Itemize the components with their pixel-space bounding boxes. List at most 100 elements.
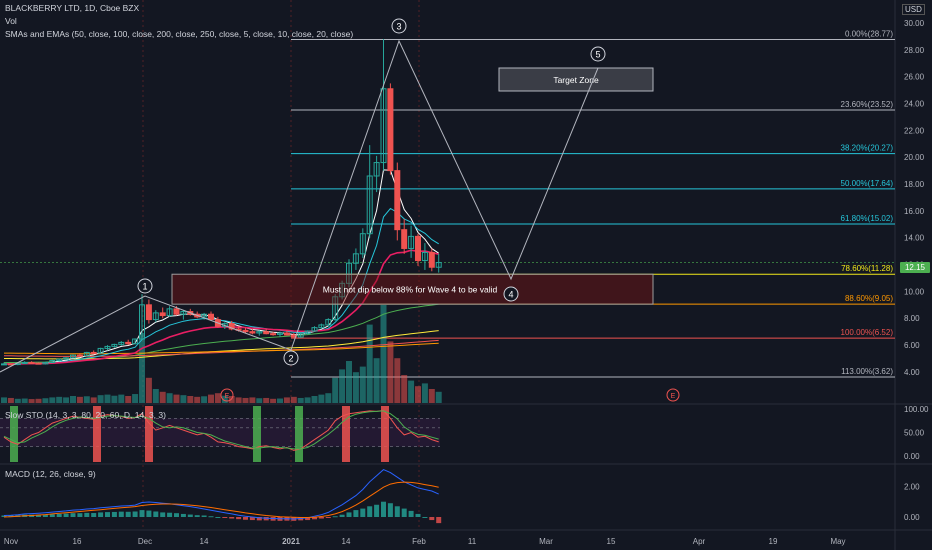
macd-histogram-bar [339,514,345,517]
macd-histogram-bar [118,511,124,517]
x-tick-label: Dec [138,537,152,546]
price-tick-label: 4.00 [904,368,920,377]
macd-histogram-bar [180,513,186,517]
fib-level-label: 50.00%(17.64) [841,179,894,188]
macd-histogram-bar [387,503,393,517]
candle-body [401,229,408,249]
wave-label-5: 5 [595,50,600,60]
fib-level-label: 61.80%(15.02) [841,214,894,223]
candle-body [139,304,145,340]
macd-histogram-bar [229,517,235,519]
candle-body [83,351,90,357]
stoch-signal-column [93,406,101,462]
volume-bar [373,358,380,403]
stoch-tick-label: 0.00 [904,452,920,461]
volume-bar [415,386,421,403]
candle-body [145,304,152,321]
macd-line-signal [3,481,439,518]
candle-body [394,170,401,231]
stoch-signal-column [295,406,303,462]
macd-histogram-bar [63,513,69,517]
volume-bar [97,395,104,403]
volume-bar [359,366,366,403]
wave-label-2: 2 [288,354,293,364]
volume-bar [187,396,194,403]
candle-body [304,330,311,335]
x-tick-label: 11 [468,537,477,546]
candle-body [263,331,270,335]
volume-bar [339,369,346,403]
candle-body [373,162,380,177]
volume-bar [297,397,304,403]
volume-bar [201,396,208,403]
candle-body [42,362,49,365]
volume-bar [49,397,56,403]
stoch-signal-column [253,406,261,462]
macd-histogram-bar [429,517,435,521]
macd-histogram-bar [77,513,83,517]
candle-body [76,354,83,357]
macd-histogram-bar [318,517,324,519]
volume-bar [180,395,187,403]
macd-histogram-bar [132,511,138,517]
earnings-marker-label: E [225,393,230,400]
x-tick-label: Nov [4,537,18,546]
wave4-note: Must not dip below 88% for Wave 4 to be … [323,284,498,294]
stoch-line-k [3,409,439,451]
elliott-wave-drawing: Must not dip below 88% for Wave 4 to be … [0,18,680,402]
candle-body [104,345,111,349]
macd-histogram-bar [42,514,48,517]
volume-bar [125,396,132,403]
macd-histogram-bar [146,510,152,517]
volume-bar [408,380,415,403]
candle-body [21,362,28,365]
price-tick-label: 14.00 [904,234,925,243]
macd-histogram-bar [201,515,207,517]
volume-bar [214,393,221,403]
stoch-legend: Slow STO (14, 3, 3, 80, 20, 60, D, 14, 3… [5,410,166,420]
macd-pane [1,469,442,524]
candle-body [132,338,139,345]
volume-bar [421,383,428,403]
macd-histogram-bar [36,514,41,517]
candle-body [387,88,394,172]
volume-bar [56,396,63,403]
volume-bar [435,391,442,403]
candle-body [283,332,290,336]
macd-histogram-bar [160,512,166,517]
wave4-zone [171,273,654,305]
stoch-signal-column [145,406,153,462]
stoch-signal-column [342,406,350,462]
currency-badge[interactable]: USD [902,4,925,15]
candle-body [359,233,366,255]
x-tick-label: 15 [607,537,616,546]
macd-histogram-bar [381,501,386,517]
candle-body [256,331,263,334]
macd-histogram-bar [98,512,104,517]
volume-bar [428,389,435,403]
volume-bar [401,375,408,403]
candle-body [270,333,277,336]
volume-bar [325,393,332,403]
x-tick-label: May [830,537,845,546]
moving-averages [3,169,439,365]
price-tick-label: 20.00 [904,153,925,162]
stoch-signal-column [381,406,389,462]
ma-legend: SMAs and EMAs (50, close, 100, close, 20… [5,29,354,39]
wave-label-3: 3 [396,22,401,32]
macd-histogram-bar [49,514,55,517]
candle-body [208,313,214,321]
volume-bar [221,395,228,403]
candle-body [352,253,359,264]
wave-path [0,39,599,373]
macd-histogram-bar [325,517,331,518]
ma-line-sma200 [4,339,439,357]
volume-bar [208,394,214,403]
volume-bar [159,391,166,403]
fib-level-label: 0.00%(28.77) [845,30,893,39]
volume-bar [242,397,249,403]
fib-level-label: 23.60%(23.52) [841,100,894,109]
macd-histogram-bar [422,517,428,518]
